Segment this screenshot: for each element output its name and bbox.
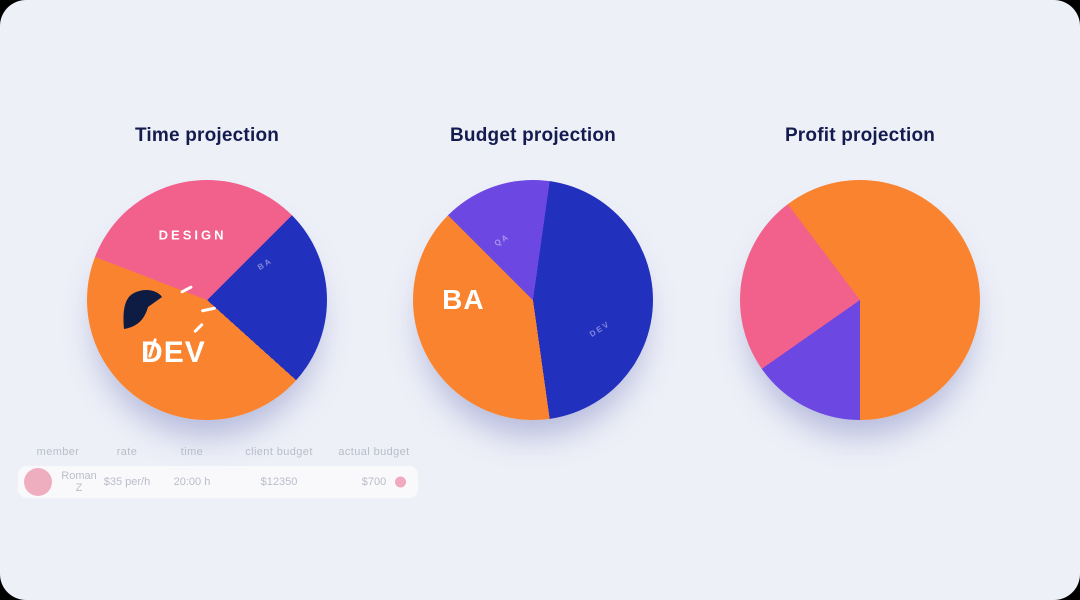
budget-projection-pie[interactable]: QA BA DEV [413,180,653,420]
col-header-member: member [36,446,80,458]
time-cell: 20:00 h [173,476,211,488]
click-spark [180,285,194,295]
col-header-client-budget: client budget [245,446,313,458]
slice-label-ba: BA [442,284,485,315]
profit-projection-chart: Profit projection [740,124,980,420]
member-name: Roman Z [61,470,97,494]
actual-budget-cell: $700 [361,476,387,488]
status-dot [395,476,406,488]
slice-label-qa: QA [492,231,511,249]
click-spark [200,306,217,313]
col-header-time: time [180,446,204,458]
cursor-icon [116,281,172,337]
time-projection-pie[interactable]: DESIGN BA DEV [87,180,327,420]
members-table-header: member rate time client budget actual bu… [18,446,418,458]
chart-title-budget: Budget projection [450,125,616,146]
chart-title-time: Time projection [134,125,280,146]
chart-title-profit: Profit projection [784,125,936,146]
members-table: member rate time client budget actual bu… [18,446,418,498]
time-projection-chart: Time projection DESIGN BA DEV [87,124,327,420]
member-cell: Roman Z [18,468,98,496]
profit-projection-pie[interactable] [740,180,980,420]
avatar [24,468,52,496]
slice-label-ba: BA [255,256,274,272]
budget-projection-chart: Budget projection QA BA DEV [413,124,653,420]
table-row[interactable]: Roman Z $35 per/h 20:00 h $12350 $700 [18,466,418,498]
rate-cell: $35 per/h [103,476,151,488]
col-header-rate: rate [116,446,138,458]
slice-label-design: DESIGN [158,227,227,243]
col-header-actual-budget: actual budget [338,446,410,458]
click-spark [193,322,205,333]
slice-label-dev: DEV [588,319,613,339]
client-budget-cell: $12350 [260,476,298,488]
